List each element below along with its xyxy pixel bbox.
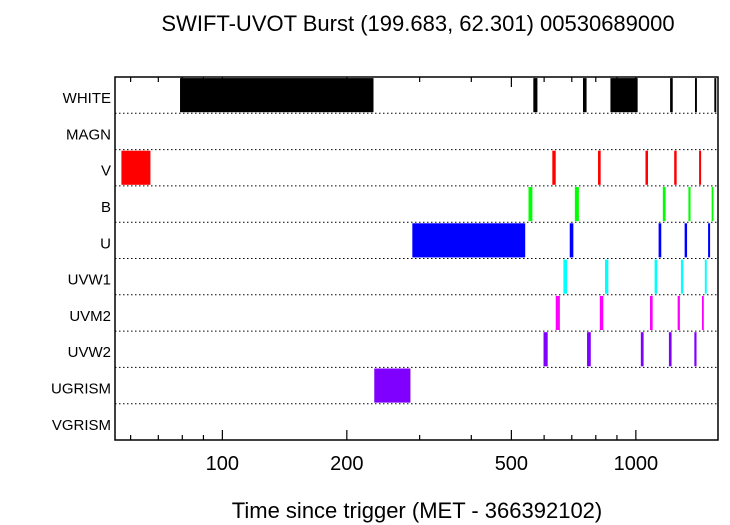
exposure-bar-v-8 [552,150,556,185]
exposure-bar-white-0 [180,78,374,113]
row-label-b: B [101,199,111,216]
exposure-bar-u-19 [569,223,574,258]
exposure-bar-uvw1-24 [604,259,609,294]
exposure-bar-white-2 [582,78,587,113]
x-tick-label-1000: 1000 [614,453,659,475]
x-axis-label: Time since trigger (MET - 366392102) [232,498,603,523]
exposure-bar-uvw2-36 [668,332,672,367]
exposure-bar-b-17 [711,186,714,222]
exposure-bar-white-6 [714,78,717,113]
plot-area: WHITE MAGN V B U UVW1 UVM2 UVW2 UGRISM VGRISM 100 2… [51,76,719,475]
exposure-bar-v-11 [674,150,677,185]
exposure-bar-u-22 [708,223,711,258]
exposure-bar-uvw2-34 [587,332,591,367]
exposure-bar-white-4 [670,78,673,113]
exposure-bar-v-12 [699,150,702,185]
row-label-uvm2: UVM2 [69,308,111,325]
plot-frame [114,76,719,441]
row-label-uvw1: UVW1 [68,272,111,289]
x-tick-label-100: 100 [206,453,239,475]
exposure-bar-uvm2-32 [701,295,704,331]
exposure-bar-white-5 [694,78,697,113]
exposure-bar-uvw1-23 [563,259,568,294]
exposure-bar-b-13 [528,186,533,222]
exposure-bar-white-3 [610,78,638,113]
row-label-u: U [100,235,111,252]
exposure-bar-v-9 [598,150,601,185]
x-tick-label-200: 200 [330,453,363,475]
row-label-magn: MAGN [66,126,111,143]
exposure-bar-v-10 [645,150,649,185]
exposure-bar-uvw1-27 [704,259,707,294]
exposure-bar-uvm2-29 [599,295,604,331]
exposure-bar-b-16 [688,186,691,222]
row-label-white: WHITE [63,90,111,107]
x-tick-label-500: 500 [495,453,528,475]
row-label-uvw2: UVW2 [68,344,111,361]
exposure-bar-uvm2-28 [555,295,560,331]
exposure-bar-uvw2-37 [694,332,697,367]
exposure-bar-u-20 [658,223,662,258]
exposure-bar-uvw2-35 [640,332,644,367]
row-label-ugrism: UGRISM [51,381,111,398]
row-label-v: V [101,163,111,180]
exposure-bar-u-18 [412,223,526,258]
exposure-bar-v-7 [121,150,151,185]
exposure-bar-b-15 [662,186,666,222]
exposure-bar-white-1 [533,78,538,113]
row-label-vgrism: VGRISM [52,417,111,434]
exposure-bar-uvw2-33 [543,332,548,367]
exposure-bar-u-21 [684,223,688,258]
exposure-bar-ugrism-38 [374,368,411,403]
chart-title: SWIFT-UVOT Burst (199.683, 62.301) 00530… [161,11,674,36]
exposure-bar-uvm2-31 [677,295,680,331]
exposure-bar-uvw1-26 [680,259,684,294]
exposure-bar-uvw1-25 [654,259,658,294]
exposure-bar-uvm2-30 [650,295,653,331]
exposure-bar-b-14 [574,186,579,222]
